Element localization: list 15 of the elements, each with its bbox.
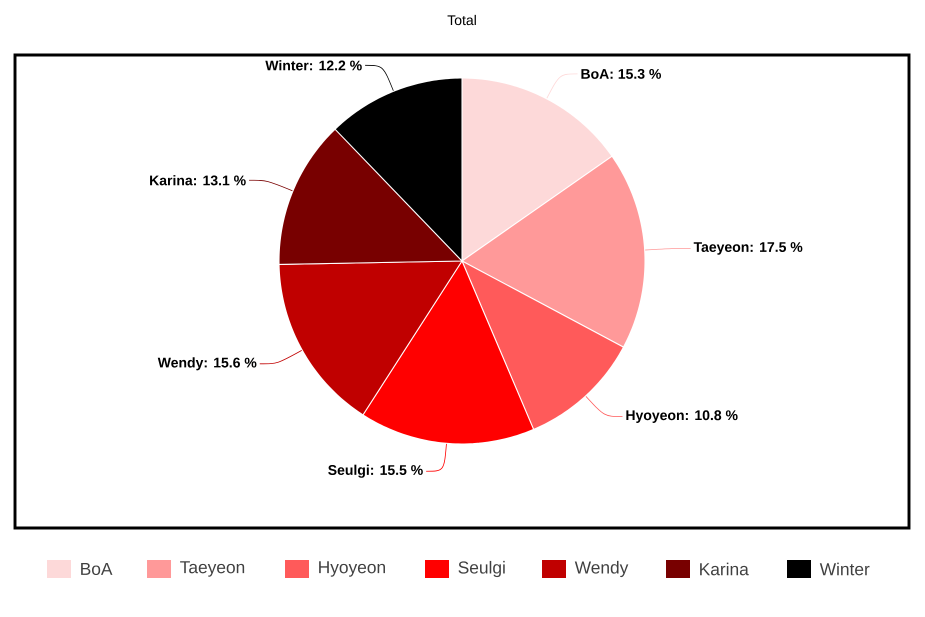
chart-title: Total xyxy=(448,14,476,26)
legend-label: Wendy xyxy=(574,560,628,578)
data-label: Wendy: 15.6 % xyxy=(158,357,256,370)
legend-label: BoA xyxy=(81,562,112,576)
data-label: Hyoyeon: 10.8 % xyxy=(626,410,738,423)
data-label: BoA: 15.3 % xyxy=(581,68,662,79)
data-label: Taeyeon: 17.5 % xyxy=(694,242,802,255)
data-label: Seulgi: 15.5 % xyxy=(328,464,423,478)
legend-label: Hyoyeon xyxy=(319,561,385,577)
data-label: Winter: 12.2 % xyxy=(265,60,362,70)
data-label: Karina: 13.1 % xyxy=(150,175,246,186)
legend-label: Karina xyxy=(700,562,749,576)
legend-label: Winter xyxy=(820,562,870,576)
legend-label: Taeyeon xyxy=(180,561,244,577)
legend-label: Seulgi xyxy=(458,560,505,578)
